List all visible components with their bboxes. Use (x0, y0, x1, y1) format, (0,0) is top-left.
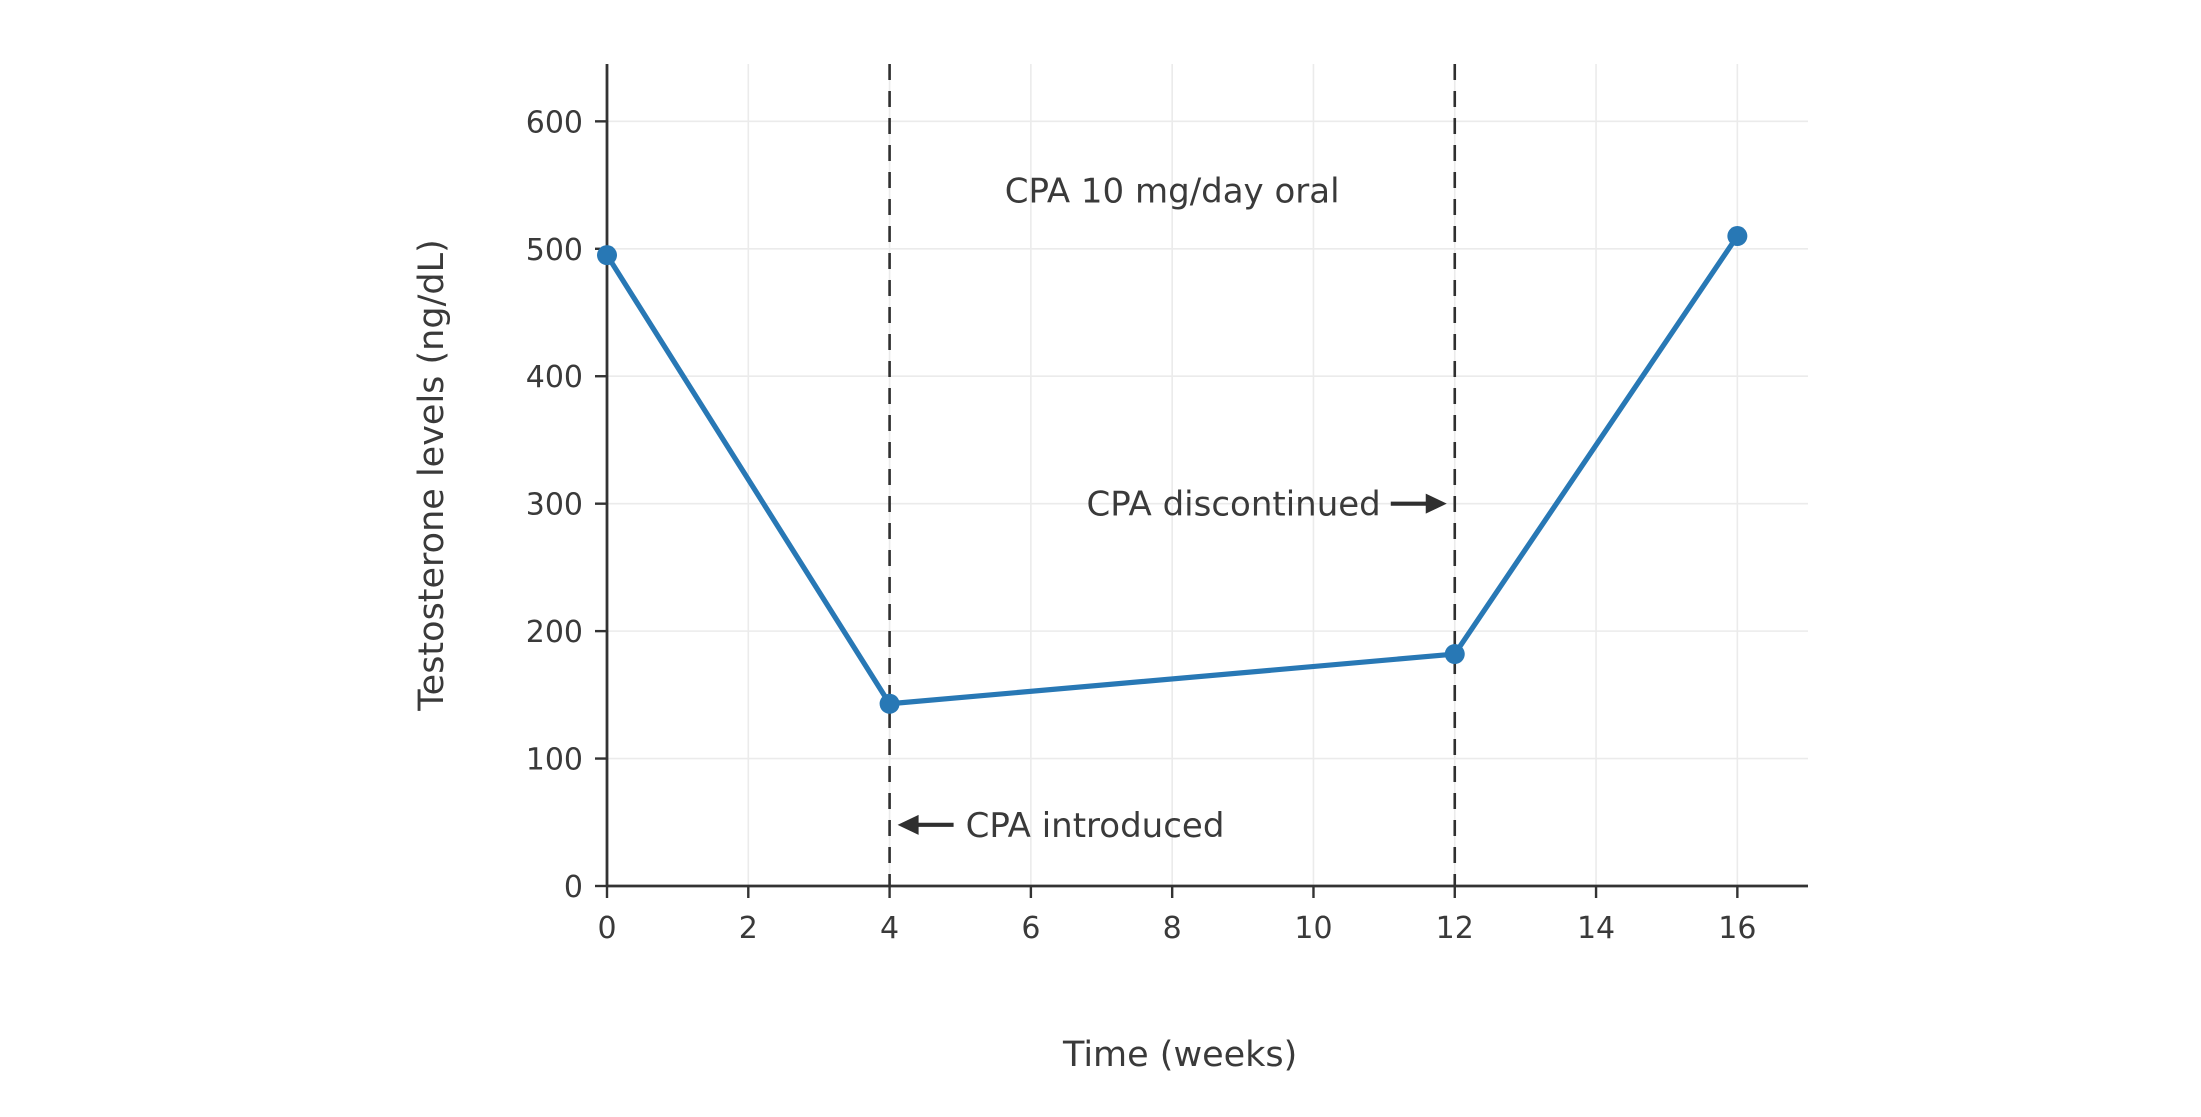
annotation-arrowhead-right (1425, 493, 1447, 514)
data-line (604, 233, 1740, 707)
x-tick-label: 2 (739, 911, 758, 946)
x-tick-label: 4 (880, 911, 899, 946)
annotation-cpa-dose: CPA 10 mg/day oral (1005, 171, 1340, 211)
x-tick-label: 12 (1436, 911, 1474, 946)
data-point (1727, 226, 1748, 247)
x-tick-label: 10 (1294, 911, 1332, 946)
y-tick-label: 0 (564, 870, 583, 905)
annotation-cpa-introduced: CPA introduced (966, 806, 1225, 846)
y-axis-title: Testosterone levels (ng/dL) (412, 239, 452, 712)
x-tick-label: 16 (1718, 911, 1756, 946)
x-tick-label: 8 (1163, 911, 1182, 946)
x-axis-title: Time (weeks) (1062, 1035, 1297, 1075)
x-tick-label: 0 (597, 911, 616, 946)
x-tick-label: 6 (1021, 911, 1040, 946)
annotation-arrowhead-left (897, 814, 919, 835)
data-point (879, 693, 900, 714)
data-point (1444, 644, 1465, 665)
y-tick-label: 300 (526, 488, 583, 523)
y-tick-label: 500 (526, 233, 583, 268)
annotation-cpa-discontinued: CPA discontinued (1086, 485, 1380, 525)
y-tick-label: 200 (526, 615, 583, 650)
y-tick-label: 600 (526, 105, 583, 140)
x-tick-label: 14 (1577, 911, 1615, 946)
data-point (597, 245, 617, 266)
y-tick-label: 400 (526, 360, 583, 395)
y-tick-label: 100 (526, 743, 583, 778)
